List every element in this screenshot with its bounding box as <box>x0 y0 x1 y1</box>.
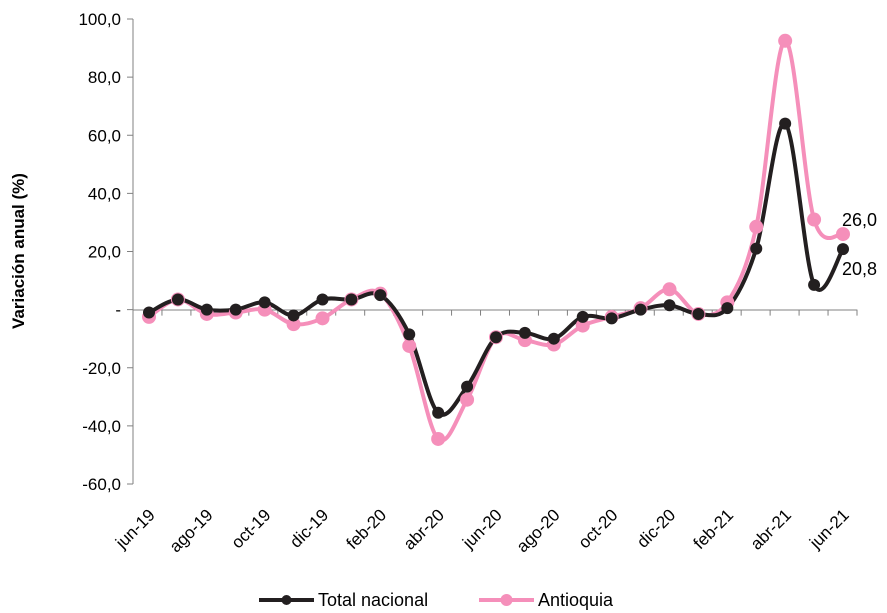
data-point-total-nacional <box>432 406 445 419</box>
legend-label: Total nacional <box>318 590 428 610</box>
data-point-antioquia <box>662 282 677 297</box>
series-layer <box>142 33 850 446</box>
legend-item-antioquia: Antioquia <box>479 590 614 610</box>
data-point-total-nacional <box>576 310 589 323</box>
x-axis: jun-19 ago-19 oct-19 dic-19 feb-20 abr-20 jun-… <box>111 309 858 556</box>
data-point-total-nacional <box>403 328 416 341</box>
data-point-antioquia <box>807 212 822 227</box>
data-label: 20,8 <box>842 259 877 279</box>
y-tick-label: 40,0 <box>88 184 121 203</box>
data-point-antioquia <box>575 318 590 333</box>
y-tick-label: -60,0 <box>82 475 121 494</box>
x-tick-label: jun-19 <box>111 505 159 553</box>
y-tick-label: 20,0 <box>88 243 121 262</box>
y-tick-label: -40,0 <box>82 417 121 436</box>
y-tick-label: 80,0 <box>88 68 121 87</box>
x-tick-label: jun-21 <box>805 505 853 553</box>
x-tick-label: abr-21 <box>747 505 795 553</box>
x-tick-label: feb-20 <box>343 505 391 553</box>
data-point-antioquia <box>749 219 764 234</box>
y-tick-label: -20,0 <box>82 359 121 378</box>
x-tick-label: ago-20 <box>513 505 564 556</box>
annotations: 26,0 20,8 <box>842 210 877 279</box>
x-tick-label: ago-19 <box>166 505 217 556</box>
data-point-total-nacional <box>490 331 502 344</box>
series-line-total-nacional <box>148 121 845 417</box>
data-point-total-nacional <box>518 326 531 339</box>
x-tick-label: jun-20 <box>458 505 506 553</box>
data-point-total-nacional <box>605 312 618 325</box>
data-point-total-nacional <box>692 307 705 320</box>
data-point-antioquia <box>431 431 446 446</box>
legend-label: Antioquia <box>538 590 614 610</box>
data-label: 26,0 <box>842 210 877 230</box>
legend: Total nacional Antioquia <box>259 590 614 610</box>
data-point-total-nacional <box>779 117 792 130</box>
x-tick-label: abr-20 <box>400 505 448 553</box>
x-tick-label: oct-19 <box>228 505 275 552</box>
data-point-total-nacional <box>721 302 734 315</box>
legend-item-total-nacional: Total nacional <box>259 590 428 610</box>
y-tick-label: 60,0 <box>88 126 121 145</box>
data-point-total-nacional <box>171 293 184 306</box>
data-point-total-nacional <box>229 303 242 316</box>
y-axis-label: Variación anual (%) <box>9 173 28 329</box>
data-point-total-nacional <box>374 289 387 302</box>
data-point-antioquia <box>778 33 793 48</box>
x-tick-label: oct-20 <box>575 505 622 552</box>
data-point-total-nacional <box>750 242 763 255</box>
data-point-total-nacional <box>808 278 821 291</box>
data-point-total-nacional <box>345 293 358 306</box>
data-point-total-nacional <box>316 293 329 306</box>
data-point-total-nacional <box>547 332 560 345</box>
data-point-antioquia <box>402 338 417 353</box>
data-point-total-nacional <box>837 243 849 256</box>
x-tick-label: dic-19 <box>286 505 332 551</box>
data-point-total-nacional <box>461 380 474 393</box>
x-ticks: jun-19 ago-19 oct-19 dic-19 feb-20 abr-20 jun-… <box>111 309 858 556</box>
data-point-total-nacional <box>287 309 300 322</box>
data-point-total-nacional <box>258 296 271 309</box>
x-tick-label: dic-20 <box>633 505 679 551</box>
y-tick-label: - <box>115 301 121 320</box>
data-point-total-nacional <box>143 306 155 319</box>
data-point-total-nacional <box>663 299 676 312</box>
y-tick-label: 100,0 <box>78 10 121 29</box>
series-line-antioquia <box>147 38 844 443</box>
data-point-antioquia <box>315 311 330 326</box>
legend-swatch-marker <box>281 595 292 605</box>
data-point-total-nacional <box>200 303 213 316</box>
data-point-antioquia <box>460 392 475 407</box>
data-point-total-nacional <box>634 303 647 316</box>
legend-swatch-marker <box>500 594 513 606</box>
x-tick-label: feb-21 <box>690 505 738 553</box>
data-point-antioquia <box>286 317 301 332</box>
data-point-antioquia <box>836 227 850 242</box>
